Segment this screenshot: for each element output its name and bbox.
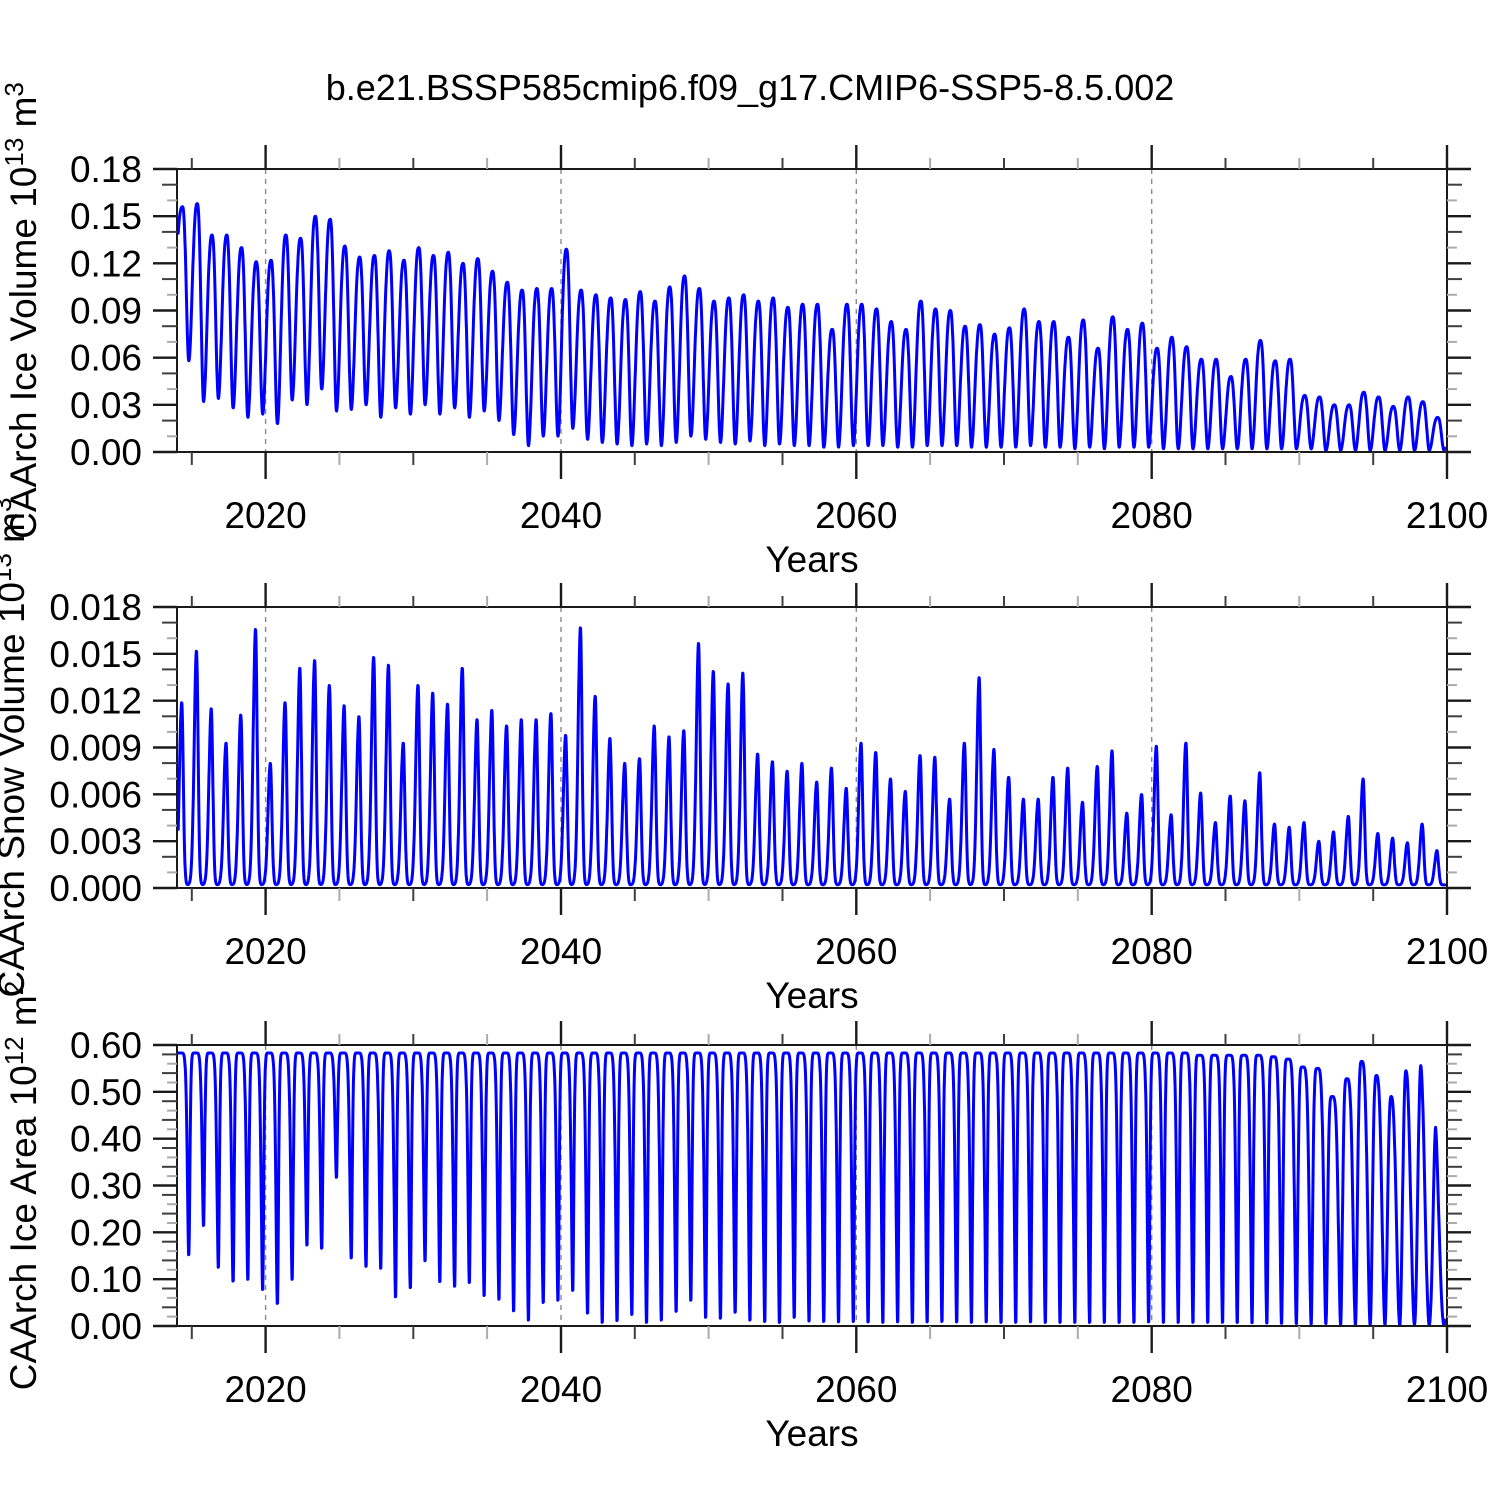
x-tick-label: 2100: [1406, 931, 1488, 972]
y-tick-label: 0.60: [70, 1025, 142, 1066]
y-tick-label: 0.50: [70, 1072, 142, 1113]
x-tick-label: 2040: [520, 1369, 602, 1410]
y-tick-label: 0.12: [70, 243, 142, 284]
y-tick-label: 0.018: [49, 587, 142, 628]
x-axis-title: Years: [765, 975, 858, 1016]
x-tick-label: 2020: [224, 931, 306, 972]
y-tick-label: 0.015: [49, 634, 142, 675]
y-axis-title: CAArch Ice Area 1012 m2: [0, 981, 44, 1390]
y-tick-label: 0.012: [49, 681, 142, 722]
panel-ice-area: 0.00 0.10 0.20 0.30 0.40 0.50 0.60 2020 2040 2060…: [0, 981, 1488, 1454]
x-tick-label: 2100: [1406, 1369, 1488, 1410]
y-tick-label: 0.15: [70, 196, 142, 237]
y-tick-label: 0.006: [49, 774, 142, 815]
y-axis-title: CAArch Ice Volume 1013 m3: [0, 82, 44, 539]
x-tick-label: 2080: [1111, 1369, 1193, 1410]
y-tick-label: 0.40: [70, 1119, 142, 1160]
series-line-ice-area: [176, 1051, 1447, 1327]
x-tick-label: 2040: [520, 931, 602, 972]
y-tick-label: 0.00: [70, 432, 142, 473]
y-tick-label: 0.000: [49, 868, 142, 909]
y-axis-title: CAArch Snow Volume 1013 m3: [0, 498, 32, 998]
series-line-ice-volume: [176, 202, 1447, 452]
y-tick-label: 0.09: [70, 291, 142, 332]
x-tick-label: 2060: [815, 495, 897, 536]
x-tick-label: 2020: [224, 495, 306, 536]
y-tick-label: 0.18: [70, 149, 142, 190]
panel-snow-volume: 0.000 0.003 0.006 0.009 0.012 0.015 0.018 2020 2…: [0, 498, 1488, 1016]
y-tick-label: 0.003: [49, 821, 142, 862]
x-tick-label: 2060: [815, 1369, 897, 1410]
x-tick-label: 2060: [815, 931, 897, 972]
x-tick-label: 2040: [520, 495, 602, 536]
y-tick-label: 0.06: [70, 338, 142, 379]
panel-ice-volume: 0.00 0.03 0.06 0.09 0.12 0.15 0.18 2020 2040 2060…: [0, 82, 1488, 580]
series-line-snow-volume: [176, 626, 1447, 887]
y-tick-label: 0.30: [70, 1166, 142, 1207]
y-tick-label: 0.20: [70, 1212, 142, 1253]
x-tick-label: 2080: [1111, 931, 1193, 972]
x-tick-label: 2080: [1111, 495, 1193, 536]
y-tick-label: 0.03: [70, 385, 142, 426]
x-tick-label: 2100: [1406, 495, 1488, 536]
x-axis-title: Years: [765, 539, 858, 580]
y-tick-label: 0.009: [49, 728, 142, 769]
y-tick-label: 0.10: [70, 1259, 142, 1300]
x-tick-label: 2020: [224, 1369, 306, 1410]
y-tick-label: 0.00: [70, 1306, 142, 1347]
chart-title: b.e21.BSSP585cmip6.f09_g17.CMIP6-SSP5-8.…: [325, 67, 1175, 108]
x-axis-title: Years: [765, 1413, 858, 1454]
